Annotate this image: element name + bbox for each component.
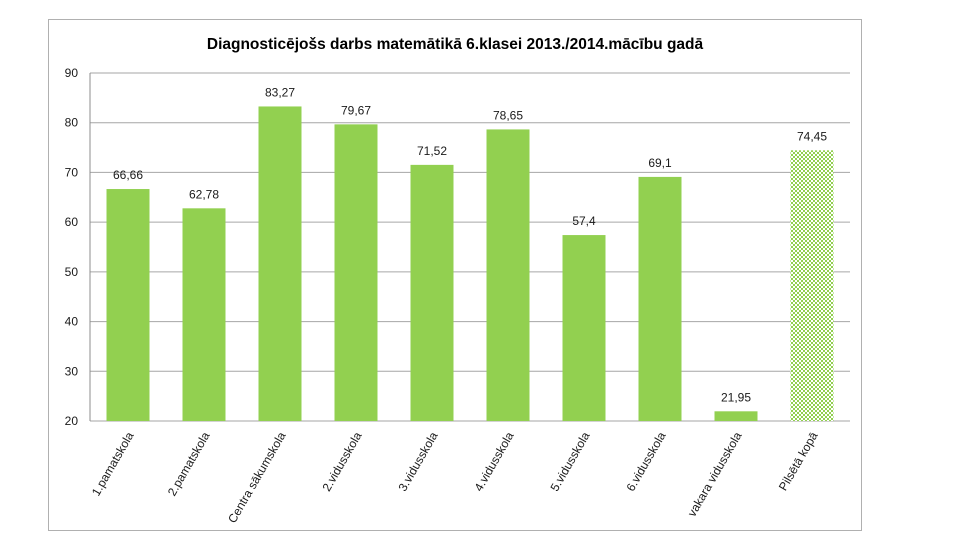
data-label: 69,1 <box>648 156 672 170</box>
x-category-label: Centra sākumskola <box>225 429 289 525</box>
y-tick-label: 40 <box>65 315 79 329</box>
x-category-label: 5.vidusskola <box>547 429 592 493</box>
x-category-label: 3.vidusskola <box>395 429 440 493</box>
bar <box>258 106 302 422</box>
bar <box>106 189 150 421</box>
x-category-label: Pilsētā kopā <box>776 429 821 493</box>
bar <box>714 411 758 421</box>
data-label: 74,45 <box>797 129 827 143</box>
y-tick-label: 30 <box>65 364 79 378</box>
data-label: 83,27 <box>265 85 295 99</box>
chart-title: Diagnosticējošs darbs matemātikā 6.klase… <box>206 36 704 53</box>
y-tick-label: 60 <box>65 215 79 229</box>
y-tick-label: 50 <box>65 265 79 279</box>
bar <box>790 150 834 421</box>
data-label: 21,95 <box>721 390 751 404</box>
data-label: 78,65 <box>493 108 523 122</box>
x-category-label: 1.pamatskola <box>89 429 137 498</box>
data-label: 71,52 <box>417 144 447 158</box>
y-tick-label: 90 <box>65 66 79 80</box>
y-tick-label: 80 <box>65 116 79 130</box>
bar <box>334 124 378 421</box>
data-label: 79,67 <box>341 103 371 117</box>
x-category-label: 4.vidusskola <box>471 429 516 493</box>
chart-frame: Diagnosticējošs darbs matemātikā 6.klase… <box>48 19 862 531</box>
y-tick-label: 20 <box>65 414 79 428</box>
x-category-label: 2.pamatskola <box>165 429 213 498</box>
x-category-label: 6.vidusskola <box>623 429 668 493</box>
data-label: 57,4 <box>572 214 596 228</box>
bar <box>638 176 682 421</box>
data-label: 66,66 <box>113 168 143 182</box>
bar-chart: 20 30 40 50 60 70 80 90 66,66 1.pamatskola 62,78 2.… <box>65 66 850 525</box>
bar <box>486 129 530 421</box>
data-label: 62,78 <box>189 187 219 201</box>
bar <box>182 208 226 421</box>
bar <box>562 235 606 421</box>
bar <box>410 164 454 421</box>
y-tick-label: 70 <box>65 165 79 179</box>
x-category-label: 2.vidusskola <box>319 429 364 493</box>
x-category-label: vakara vidusskola <box>685 429 745 519</box>
